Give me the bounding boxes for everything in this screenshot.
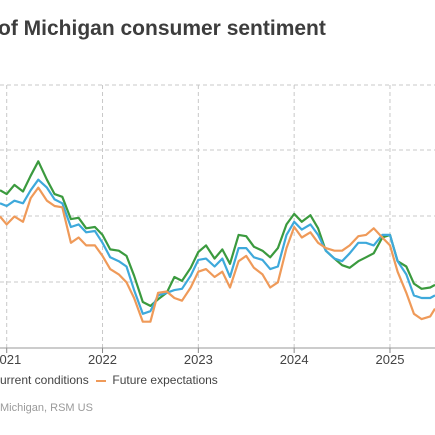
series-line-current: [0, 178, 435, 315]
legend-label-current-conditions: urrent conditions: [0, 373, 89, 387]
x-tick-label-2023: 2023: [184, 352, 213, 367]
x-tick-label-2021: 2021: [0, 352, 21, 367]
chart-legend: urrent conditions Future expectations: [0, 373, 218, 387]
legend-swatch-future-expectations: [96, 379, 107, 382]
x-tick-label-2025: 2025: [376, 352, 405, 367]
source-note: Michigan, RSM US: [0, 402, 93, 414]
x-tick-label-2024: 2024: [280, 352, 309, 367]
chart-title: of Michigan consumer sentiment: [0, 17, 326, 40]
series-line-sentiment: [0, 160, 435, 307]
x-tick-label-2022: 2022: [88, 352, 117, 367]
legend-label-future-expectations: Future expectations: [112, 373, 218, 387]
series-line-expectations: [0, 186, 435, 323]
